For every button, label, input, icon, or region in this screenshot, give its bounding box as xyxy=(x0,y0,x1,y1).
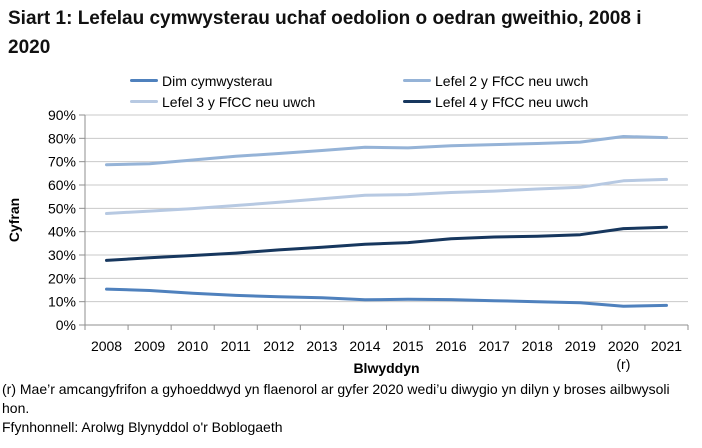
gridlines xyxy=(85,114,688,303)
legend-item-dim-cymwysterau: Dim cymwysterau xyxy=(130,73,403,89)
legend-line-swatch xyxy=(130,79,158,82)
y-tick-label: 70% xyxy=(48,154,76,170)
x-tick-label: 2018 xyxy=(522,338,553,354)
series-line-dim-cymwysterau xyxy=(105,287,668,308)
x-tick-label: 2014 xyxy=(349,338,380,354)
x-tick-label: 2012 xyxy=(263,338,294,354)
y-tick-label: 10% xyxy=(48,294,76,310)
x-tick-label: 2010 xyxy=(177,338,208,354)
chart-legend: Dim cymwysterau Lefel 2 y FfCC neu uwch … xyxy=(130,70,588,112)
x-axis-title: Blwyddyn xyxy=(353,360,420,376)
y-tick-label: 40% xyxy=(48,224,76,240)
legend-line-swatch xyxy=(403,100,431,103)
footnotes: (r) Mae’r amcangyfrifon a gyhoeddwyd yn … xyxy=(2,380,700,437)
y-tick-labels: 0% 10% 20% 30% 40% 50% 60% 70% 80% 90% xyxy=(48,107,76,333)
legend-item-lefel-2: Lefel 2 y FfCC neu uwch xyxy=(403,73,588,89)
legend-label: Lefel 4 y FfCC neu uwch xyxy=(435,93,589,110)
legend-item-lefel-3: Lefel 3 y FfCC neu uwch xyxy=(130,94,403,110)
series-lines xyxy=(105,135,668,308)
y-tick-label: 90% xyxy=(48,107,76,123)
series-line-lefel-4-y-ffcc-neu-uwch xyxy=(105,225,668,262)
y-tick-label: 30% xyxy=(48,247,76,263)
y-tick-label: 20% xyxy=(48,270,76,286)
source-note: Ffynhonnell: Arolwg Blynyddol o'r Boblog… xyxy=(2,419,283,435)
x-tick-label: 2017 xyxy=(479,338,510,354)
x-tick-label: 2016 xyxy=(436,338,467,354)
x-tick-label: 2015 xyxy=(392,338,423,354)
legend-item-lefel-4: Lefel 4 y FfCC neu uwch xyxy=(403,94,588,110)
revision-note: (r) Mae’r amcangyfrifon a gyhoeddwyd yn … xyxy=(2,381,670,416)
y-tick-label: 0% xyxy=(56,317,76,333)
x-tick-label: 2008 xyxy=(91,338,122,354)
axes xyxy=(79,114,689,330)
x-tick-label: 2021 xyxy=(651,338,682,354)
x-tick-label: 2011 xyxy=(221,338,251,354)
y-tick-label: 60% xyxy=(48,177,76,193)
x-tick-label: 2019 xyxy=(565,338,596,354)
y-tick-label: 50% xyxy=(48,200,76,216)
y-tick-label: 80% xyxy=(48,130,76,146)
x-tick-label: 2020 xyxy=(608,338,639,354)
chart-title: Siart 1: Lefelau cymwysterau uchaf oedol… xyxy=(8,8,642,58)
series-line-lefel-2-y-ffcc-neu-uwch xyxy=(105,135,668,167)
series-line-lefel-3-y-ffcc-neu-uwch xyxy=(105,177,668,215)
legend-label: Lefel 2 y FfCC neu uwch xyxy=(435,72,589,89)
legend-line-swatch xyxy=(403,79,431,82)
legend-label: Lefel 3 y FfCC neu uwch xyxy=(162,93,316,110)
x-tick-label: 2013 xyxy=(306,338,337,354)
legend-line-swatch xyxy=(130,100,158,103)
x-tick-label: 2009 xyxy=(134,338,165,354)
y-axis-title: Cyfran xyxy=(6,197,22,243)
legend-label: Dim cymwysterau xyxy=(162,72,273,89)
